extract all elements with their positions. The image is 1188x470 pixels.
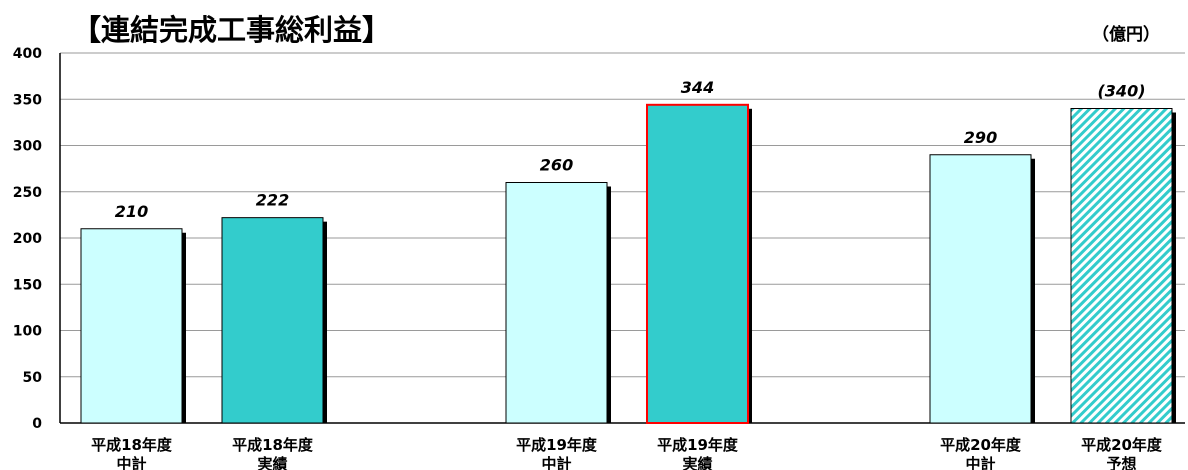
y-tick-label: 400 bbox=[13, 46, 42, 62]
x-tick-label-line2: 実績 bbox=[257, 455, 287, 470]
bar bbox=[646, 103, 749, 425]
y-tick-label: 100 bbox=[13, 324, 42, 340]
bar bbox=[929, 154, 1032, 424]
x-tick-label-line1: 平成19年度 bbox=[657, 436, 739, 454]
x-tick-label-line1: 平成18年度 bbox=[232, 436, 314, 454]
bar bbox=[221, 217, 324, 424]
data-label: (340) bbox=[1097, 82, 1145, 101]
unit-label: （億円） bbox=[1092, 24, 1160, 45]
x-tick-label-line2: 中計 bbox=[541, 455, 571, 470]
bar bbox=[80, 228, 183, 424]
y-tick-label: 350 bbox=[13, 92, 42, 108]
x-tick-label-line2: 中計 bbox=[965, 455, 995, 470]
chart-title: 【連結完成工事総利益】 bbox=[72, 13, 391, 47]
x-tick-label-line1: 平成19年度 bbox=[516, 436, 598, 454]
y-tick-label: 250 bbox=[13, 185, 42, 201]
data-label: 290 bbox=[964, 128, 997, 147]
x-tick-label-line1: 平成18年度 bbox=[91, 436, 173, 454]
bar bbox=[505, 182, 608, 424]
x-tick-label-line1: 平成20年度 bbox=[1081, 436, 1163, 454]
y-tick-label: 0 bbox=[32, 416, 42, 432]
data-label: 344 bbox=[681, 78, 714, 97]
y-tick-label: 200 bbox=[13, 231, 42, 247]
data-label: 260 bbox=[540, 156, 573, 175]
data-label: 210 bbox=[115, 202, 148, 221]
data-label: 222 bbox=[256, 191, 289, 210]
bar bbox=[1070, 108, 1173, 424]
x-tick-label-line2: 予想 bbox=[1106, 455, 1136, 470]
y-tick-label: 150 bbox=[13, 277, 42, 293]
y-tick-label: 300 bbox=[13, 139, 42, 155]
x-tick-label-line1: 平成20年度 bbox=[940, 436, 1022, 454]
y-tick-label: 50 bbox=[23, 370, 43, 386]
x-tick-label-line2: 中計 bbox=[116, 455, 146, 470]
x-tick-label-line2: 実績 bbox=[682, 455, 712, 470]
